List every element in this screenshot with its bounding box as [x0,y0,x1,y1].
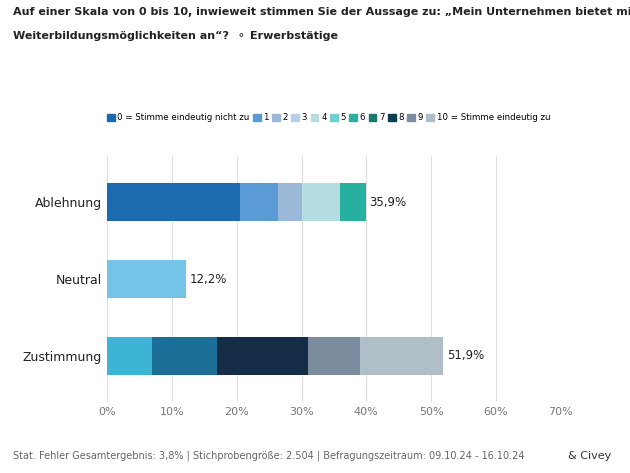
Bar [217,337,308,375]
Bar [278,183,302,221]
Legend: 0 = Stimme eindeutig nicht zu, 1, 2, 3, 4, 5, 6, 7, 8, 9, 10 = Stimme eindeutig : 0 = Stimme eindeutig nicht zu, 1, 2, 3, … [107,113,550,122]
Text: Stat. Fehler Gesamtergebnis: 3,8% | Stichprobengröße: 2.504 | Befragungszeitraum: Stat. Fehler Gesamtergebnis: 3,8% | Stic… [13,451,524,461]
Text: 12,2%: 12,2% [190,272,227,286]
Text: Weiterbildungsmöglichkeiten an“?  ⚬ Erwerbstätige: Weiterbildungsmöglichkeiten an“? ⚬ Erwer… [13,31,338,41]
Text: & Civey: & Civey [568,451,611,461]
Bar [308,337,360,375]
Bar [152,337,217,375]
Text: Auf einer Skala von 0 bis 10, inwieweit stimmen Sie der Aussage zu: „Mein Untern: Auf einer Skala von 0 bis 10, inwieweit … [13,7,630,17]
Bar [340,183,365,221]
Bar [240,183,278,221]
Bar [107,260,186,298]
Bar [360,337,444,375]
Bar [107,183,240,221]
Bar [107,337,152,375]
Text: 51,9%: 51,9% [447,350,484,362]
Bar [302,183,340,221]
Text: 35,9%: 35,9% [369,196,406,209]
